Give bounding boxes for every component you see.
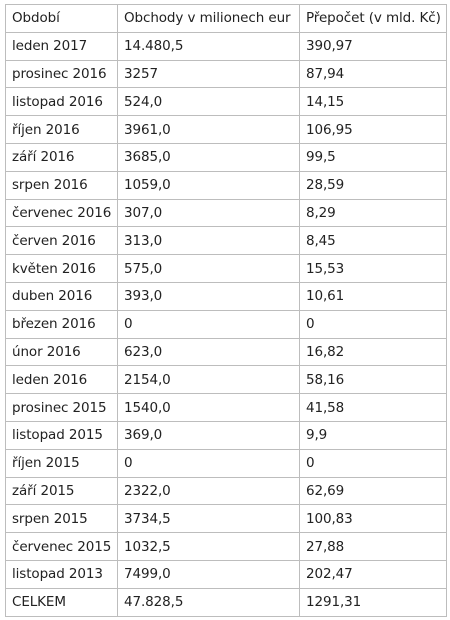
- column-header-trades: Obchody v milionech eur: [117, 4, 300, 33]
- table-row: listopad 2016 524,0 14,15: [5, 87, 447, 117]
- cell-conversion: 0: [299, 448, 447, 478]
- table-row: říjen 2016 3961,0 106,95: [5, 115, 447, 144]
- cell-period: březen 2016: [5, 309, 118, 339]
- table-row: červenec 2015 1032,5 27,88: [5, 532, 447, 561]
- table-row: březen 2016 0 0: [5, 309, 447, 339]
- cell-trades: 7499,0: [117, 559, 300, 589]
- total-row: CELKEM 47.828,5 1291,31: [5, 587, 447, 617]
- table-row: únor 2016 623,0 16,82: [5, 337, 447, 367]
- cell-trades: 47.828,5: [117, 587, 300, 617]
- header-row: Období Obchody v milionech eur Přepočet …: [5, 4, 447, 33]
- cell-trades: 1059,0: [117, 170, 300, 200]
- cell-conversion: 390,97: [299, 31, 447, 61]
- cell-period: prosinec 2016: [5, 59, 118, 89]
- table-row: červenec 2016 307,0 8,29: [5, 198, 447, 228]
- table-header: Období Obchody v milionech eur Přepočet …: [5, 4, 447, 33]
- cell-period: leden 2016: [5, 365, 118, 395]
- cell-period: leden 2017: [5, 31, 118, 61]
- table-row: červen 2016 313,0 8,45: [5, 226, 447, 256]
- cell-conversion: 9,9: [299, 420, 447, 450]
- cell-period: červenec 2015: [5, 532, 118, 561]
- cell-period: srpen 2015: [5, 504, 118, 534]
- cell-conversion: 1291,31: [299, 587, 447, 617]
- cell-trades: 524,0: [117, 87, 300, 117]
- table-container: Období Obchody v milionech eur Přepočet …: [5, 4, 447, 617]
- cell-trades: 14.480,5: [117, 31, 300, 61]
- cell-conversion: 106,95: [299, 115, 447, 144]
- cell-trades: 3961,0: [117, 115, 300, 144]
- cell-conversion: 99,5: [299, 142, 447, 172]
- cell-conversion: 16,82: [299, 337, 447, 367]
- cell-period: listopad 2016: [5, 87, 118, 117]
- data-table: Období Obchody v milionech eur Přepočet …: [5, 4, 447, 617]
- cell-period: září 2016: [5, 142, 118, 172]
- cell-period: listopad 2013: [5, 559, 118, 589]
- column-header-conversion: Přepočet (v mld. Kč): [299, 4, 447, 33]
- cell-period: srpen 2016: [5, 170, 118, 200]
- table-body: leden 2017 14.480,5 390,97 prosinec 2016 325…: [5, 31, 447, 617]
- cell-trades: 623,0: [117, 337, 300, 367]
- cell-period: listopad 2015: [5, 420, 118, 450]
- cell-conversion: 41,58: [299, 393, 447, 422]
- cell-trades: 369,0: [117, 420, 300, 450]
- table-row: listopad 2013 7499,0 202,47: [5, 559, 447, 589]
- cell-trades: 0: [117, 448, 300, 478]
- cell-conversion: 15,53: [299, 254, 447, 283]
- table-row: listopad 2015 369,0 9,9: [5, 420, 447, 450]
- cell-conversion: 100,83: [299, 504, 447, 534]
- table-row: srpen 2015 3734,5 100,83: [5, 504, 447, 534]
- cell-trades: 575,0: [117, 254, 300, 283]
- cell-period: červenec 2016: [5, 198, 118, 228]
- table-row: prosinec 2016 3257 87,94: [5, 59, 447, 89]
- cell-trades: 1032,5: [117, 532, 300, 561]
- table-row: srpen 2016 1059,0 28,59: [5, 170, 447, 200]
- cell-period: únor 2016: [5, 337, 118, 367]
- cell-conversion: 58,16: [299, 365, 447, 395]
- cell-period: říjen 2015: [5, 448, 118, 478]
- cell-conversion: 8,45: [299, 226, 447, 256]
- cell-period: CELKEM: [5, 587, 118, 617]
- cell-conversion: 28,59: [299, 170, 447, 200]
- cell-trades: 2154,0: [117, 365, 300, 395]
- cell-trades: 2322,0: [117, 476, 300, 506]
- column-header-period: Období: [5, 4, 118, 33]
- table-row: leden 2017 14.480,5 390,97: [5, 31, 447, 61]
- cell-trades: 3257: [117, 59, 300, 89]
- cell-period: červen 2016: [5, 226, 118, 256]
- table-row: květen 2016 575,0 15,53: [5, 254, 447, 283]
- cell-conversion: 10,61: [299, 281, 447, 311]
- cell-trades: 0: [117, 309, 300, 339]
- cell-period: prosinec 2015: [5, 393, 118, 422]
- table-row: říjen 2015 0 0: [5, 448, 447, 478]
- cell-period: duben 2016: [5, 281, 118, 311]
- table-row: září 2015 2322,0 62,69: [5, 476, 447, 506]
- table-row: duben 2016 393,0 10,61: [5, 281, 447, 311]
- cell-trades: 307,0: [117, 198, 300, 228]
- cell-conversion: 14,15: [299, 87, 447, 117]
- cell-conversion: 62,69: [299, 476, 447, 506]
- cell-conversion: 8,29: [299, 198, 447, 228]
- cell-trades: 3734,5: [117, 504, 300, 534]
- cell-period: říjen 2016: [5, 115, 118, 144]
- cell-trades: 3685,0: [117, 142, 300, 172]
- cell-trades: 393,0: [117, 281, 300, 311]
- table-row: prosinec 2015 1540,0 41,58: [5, 393, 447, 422]
- cell-conversion: 87,94: [299, 59, 447, 89]
- cell-trades: 313,0: [117, 226, 300, 256]
- cell-period: květen 2016: [5, 254, 118, 283]
- cell-conversion: 0: [299, 309, 447, 339]
- cell-period: září 2015: [5, 476, 118, 506]
- cell-trades: 1540,0: [117, 393, 300, 422]
- table-row: leden 2016 2154,0 58,16: [5, 365, 447, 395]
- table-row: září 2016 3685,0 99,5: [5, 142, 447, 172]
- cell-conversion: 202,47: [299, 559, 447, 589]
- cell-conversion: 27,88: [299, 532, 447, 561]
